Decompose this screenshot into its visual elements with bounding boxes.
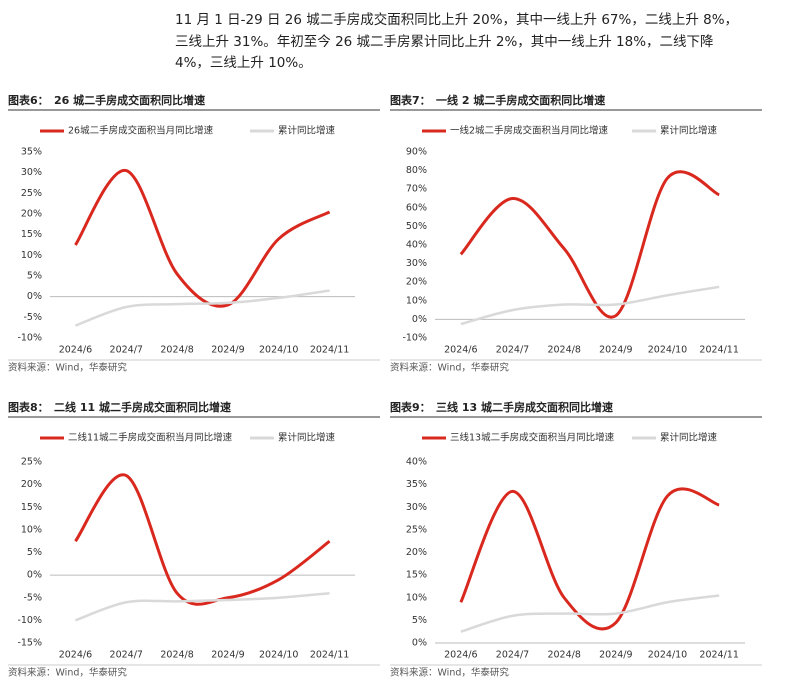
y-tick-label: -5% xyxy=(24,312,43,323)
legend-label: 二线11城二手房成交面积当月同比增速 xyxy=(68,432,233,444)
series-line xyxy=(74,289,330,327)
y-tick-label: 60% xyxy=(406,202,427,213)
y-tick-label: 30% xyxy=(406,502,427,513)
legend-label: 累计同比增速 xyxy=(278,125,336,137)
y-tick-label: 20% xyxy=(406,277,427,288)
y-tick-label: -10% xyxy=(17,333,42,344)
y-tick-label: -15% xyxy=(17,638,42,649)
figure-label: 图表8： xyxy=(8,400,49,414)
figure-label: 图表9： xyxy=(390,400,431,414)
y-tick-label: 5% xyxy=(27,271,42,282)
x-tick-label: 2024/10 xyxy=(259,345,298,356)
series-line xyxy=(74,591,330,622)
source-note: 资料来源：Wind，华泰研究 xyxy=(8,362,127,374)
x-tick-label: 2024/7 xyxy=(110,650,143,661)
x-tick-label: 2024/11 xyxy=(310,345,349,356)
y-tick-label: 10% xyxy=(406,592,427,603)
legend-label: 三线13城二手房成交面积当月同比增速 xyxy=(450,432,615,444)
legend-label: 累计同比增速 xyxy=(660,432,718,444)
figure-title: 26 城二手房成交面积同比增速 xyxy=(54,93,205,107)
x-tick-label: 2024/10 xyxy=(259,650,298,661)
x-tick-label: 2024/11 xyxy=(699,345,738,356)
figure-title: 一线 2 城二手房成交面积同比增速 xyxy=(436,93,605,107)
x-tick-label: 2024/8 xyxy=(547,650,580,661)
legend-label: 26城二手房成交面积当月同比增速 xyxy=(68,125,214,137)
series-line xyxy=(74,169,331,308)
x-tick-label: 2024/7 xyxy=(110,345,143,356)
x-tick-label: 2024/6 xyxy=(444,345,477,356)
series-line xyxy=(74,473,331,606)
paragraph-line: 11 月 1 日-29 日 26 城二手房成交面积同比上升 20%，其中一线上升… xyxy=(175,11,738,28)
y-tick-label: 80% xyxy=(406,165,427,176)
y-tick-label: 10% xyxy=(406,295,427,306)
y-tick-label: 50% xyxy=(406,221,427,232)
figure-label: 图表7： xyxy=(390,93,431,107)
y-tick-label: 15% xyxy=(406,570,427,581)
y-tick-label: 25% xyxy=(406,524,427,535)
x-tick-label: 2024/8 xyxy=(160,345,193,356)
y-tick-label: -10% xyxy=(402,333,427,344)
x-tick-label: 2024/9 xyxy=(211,650,244,661)
y-tick-label: 0% xyxy=(27,291,42,302)
x-tick-label: 2024/9 xyxy=(599,650,632,661)
x-tick-label: 2024/6 xyxy=(59,650,92,661)
paragraph-line: 4%，三线上升 10%。 xyxy=(175,55,312,71)
x-tick-label: 2024/9 xyxy=(599,345,632,356)
series-line xyxy=(460,285,720,326)
figure-label: 图表6： xyxy=(8,93,49,107)
x-tick-label: 2024/7 xyxy=(496,650,529,661)
y-tick-label: 30% xyxy=(21,167,42,178)
series-line xyxy=(459,487,720,631)
y-tick-label: 20% xyxy=(406,547,427,558)
paragraph-line: 三线上升 31%。年初至今 26 城二手房累计同比上升 2%，其中一线上升 18… xyxy=(175,33,714,50)
y-tick-label: 35% xyxy=(406,479,427,490)
source-note: 资料来源：Wind，华泰研究 xyxy=(8,667,127,679)
source-note: 资料来源：Wind，华泰研究 xyxy=(390,362,509,374)
x-tick-label: 2024/8 xyxy=(160,650,193,661)
y-tick-label: 90% xyxy=(406,147,427,158)
y-tick-label: 5% xyxy=(27,547,42,558)
x-tick-label: 2024/6 xyxy=(444,650,477,661)
x-tick-label: 2024/8 xyxy=(547,345,580,356)
y-tick-label: 35% xyxy=(21,147,42,158)
figure-title: 三线 13 城二手房成交面积同比增速 xyxy=(436,400,613,414)
y-tick-label: 10% xyxy=(21,250,42,261)
figure-title: 二线 11 城二手房成交面积同比增速 xyxy=(54,400,231,414)
y-tick-label: 20% xyxy=(21,479,42,490)
y-tick-label: -5% xyxy=(24,592,43,603)
source-note: 资料来源：Wind，华泰研究 xyxy=(390,667,509,679)
legend-label: 累计同比增速 xyxy=(278,432,336,444)
y-tick-label: 40% xyxy=(406,457,427,468)
y-tick-label: 25% xyxy=(21,457,42,468)
y-tick-label: 15% xyxy=(21,502,42,513)
x-tick-label: 2024/11 xyxy=(699,650,738,661)
y-tick-label: 25% xyxy=(21,188,42,199)
x-tick-label: 2024/6 xyxy=(59,345,92,356)
legend-label: 累计同比增速 xyxy=(660,125,718,137)
legend-label: 一线2城二手房成交面积当月同比增速 xyxy=(450,125,609,137)
y-tick-label: 0% xyxy=(412,314,427,325)
y-tick-label: 5% xyxy=(412,615,427,626)
y-tick-label: 30% xyxy=(406,258,427,269)
x-tick-label: 2024/10 xyxy=(648,650,687,661)
y-tick-label: 15% xyxy=(21,229,42,240)
y-tick-label: 0% xyxy=(412,638,427,649)
y-tick-label: 20% xyxy=(21,209,42,220)
y-tick-label: -10% xyxy=(17,615,42,626)
x-tick-label: 2024/7 xyxy=(496,345,529,356)
x-tick-label: 2024/11 xyxy=(310,650,349,661)
x-tick-label: 2024/10 xyxy=(648,345,687,356)
x-tick-label: 2024/9 xyxy=(211,345,244,356)
y-tick-label: 70% xyxy=(406,184,427,195)
y-tick-label: 0% xyxy=(27,570,42,581)
y-tick-label: 40% xyxy=(406,240,427,251)
series-line xyxy=(459,170,720,319)
y-tick-label: 10% xyxy=(21,524,42,535)
series-line xyxy=(460,594,720,633)
